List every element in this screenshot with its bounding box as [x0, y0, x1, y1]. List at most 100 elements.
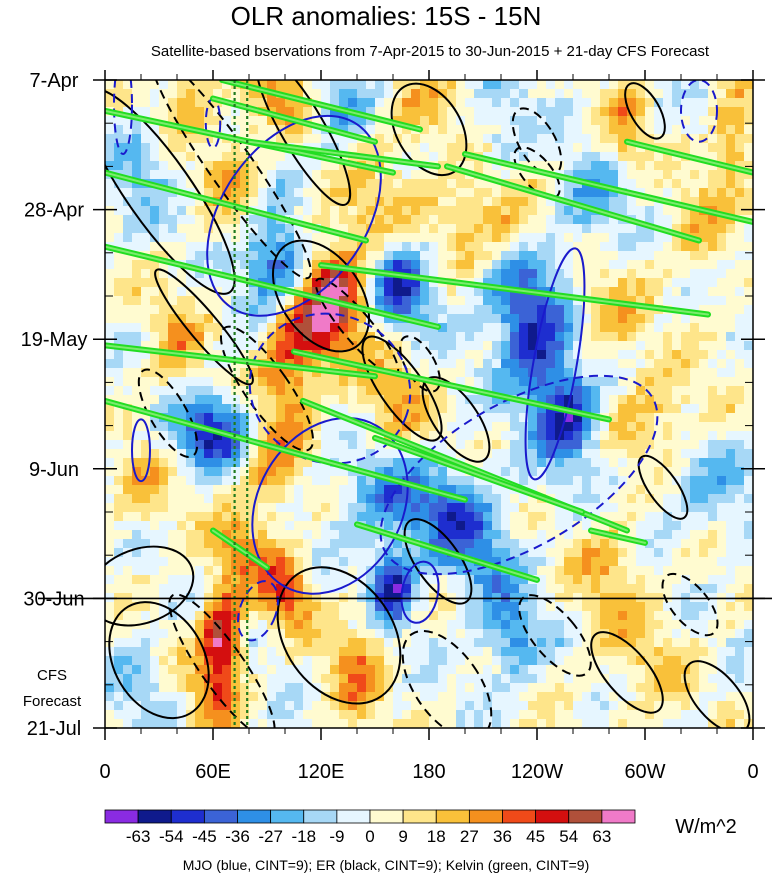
- anomaly-cell: [249, 602, 259, 612]
- anomaly-cell: [537, 359, 547, 369]
- anomaly-cell: [627, 161, 637, 171]
- anomaly-cell: [186, 476, 196, 486]
- anomaly-cell: [618, 413, 628, 423]
- anomaly-cell: [303, 260, 313, 270]
- anomaly-cell: [609, 494, 619, 504]
- anomaly-cell: [510, 647, 520, 657]
- anomaly-cell: [510, 170, 520, 180]
- anomaly-cell: [699, 341, 709, 351]
- anomaly-cell: [528, 620, 538, 630]
- anomaly-cell: [447, 179, 457, 189]
- anomaly-cell: [168, 467, 178, 477]
- anomaly-cell: [132, 701, 142, 711]
- anomaly-cell: [654, 260, 664, 270]
- anomaly-cell: [222, 674, 232, 684]
- anomaly-cell: [249, 395, 259, 405]
- anomaly-cell: [303, 89, 313, 99]
- anomaly-cell: [150, 296, 160, 306]
- anomaly-cell: [231, 188, 241, 198]
- anomaly-cell: [699, 260, 709, 270]
- anomaly-cell: [132, 296, 142, 306]
- anomaly-cell: [546, 503, 556, 513]
- anomaly-cell: [366, 476, 376, 486]
- anomaly-cell: [348, 611, 358, 621]
- anomaly-cell: [726, 422, 736, 432]
- anomaly-cell: [159, 638, 169, 648]
- anomaly-cell: [402, 386, 412, 396]
- anomaly-cell: [285, 179, 295, 189]
- anomaly-cell: [672, 449, 682, 459]
- anomaly-cell: [501, 260, 511, 270]
- anomaly-cell: [492, 620, 502, 630]
- anomaly-cell: [177, 314, 187, 324]
- anomaly-cell: [240, 665, 250, 675]
- anomaly-cell: [573, 224, 583, 234]
- anomaly-cell: [339, 242, 349, 252]
- anomaly-cell: [492, 521, 502, 531]
- anomaly-cell: [186, 440, 196, 450]
- anomaly-cell: [501, 188, 511, 198]
- anomaly-cell: [690, 458, 700, 468]
- anomaly-cell: [330, 314, 340, 324]
- anomaly-cell: [726, 530, 736, 540]
- anomaly-cell: [123, 134, 133, 144]
- anomaly-cell: [600, 368, 610, 378]
- anomaly-cell: [501, 314, 511, 324]
- anomaly-cell: [366, 683, 376, 693]
- anomaly-cell: [402, 350, 412, 360]
- anomaly-cell: [564, 116, 574, 126]
- anomaly-cell: [177, 341, 187, 351]
- anomaly-cell: [519, 152, 529, 162]
- anomaly-cell: [114, 296, 124, 306]
- anomaly-cell: [474, 323, 484, 333]
- anomaly-cell: [537, 431, 547, 441]
- anomaly-cell: [240, 683, 250, 693]
- anomaly-cell: [528, 530, 538, 540]
- anomaly-cell: [717, 98, 727, 108]
- anomaly-cell: [681, 422, 691, 432]
- anomaly-cell: [447, 620, 457, 630]
- anomaly-cell: [564, 341, 574, 351]
- anomaly-cell: [105, 278, 115, 288]
- anomaly-cell: [393, 359, 403, 369]
- anomaly-cell: [114, 431, 124, 441]
- anomaly-cell: [240, 251, 250, 261]
- anomaly-cell: [672, 395, 682, 405]
- anomaly-cell: [591, 188, 601, 198]
- anomaly-cell: [609, 89, 619, 99]
- anomaly-cell: [672, 503, 682, 513]
- anomaly-cell: [726, 494, 736, 504]
- anomaly-cell: [150, 314, 160, 324]
- anomaly-cell: [483, 503, 493, 513]
- anomaly-cell: [123, 557, 133, 567]
- anomaly-cell: [204, 161, 214, 171]
- anomaly-cell: [141, 395, 151, 405]
- anomaly-cell: [339, 377, 349, 387]
- anomaly-cell: [123, 305, 133, 315]
- anomaly-cell: [519, 620, 529, 630]
- anomaly-cell: [348, 197, 358, 207]
- anomaly-cell: [492, 413, 502, 423]
- anomaly-cell: [510, 296, 520, 306]
- anomaly-cell: [222, 548, 232, 558]
- anomaly-cell: [141, 386, 151, 396]
- anomaly-cell: [330, 386, 340, 396]
- anomaly-cell: [744, 98, 753, 108]
- anomaly-cell: [420, 278, 430, 288]
- anomaly-cell: [159, 341, 169, 351]
- anomaly-cell: [393, 647, 403, 657]
- anomaly-cell: [267, 449, 277, 459]
- anomaly-cell: [699, 629, 709, 639]
- anomaly-cell: [132, 188, 142, 198]
- anomaly-cell: [141, 143, 151, 153]
- anomaly-cell: [429, 215, 439, 225]
- anomaly-cell: [330, 692, 340, 702]
- anomaly-cell: [339, 503, 349, 513]
- anomaly-cell: [528, 296, 538, 306]
- anomaly-cell: [330, 503, 340, 513]
- anomaly-cell: [555, 602, 565, 612]
- anomaly-cell: [645, 287, 655, 297]
- anomaly-cell: [411, 647, 421, 657]
- anomaly-cell: [618, 683, 628, 693]
- anomaly-cell: [456, 431, 466, 441]
